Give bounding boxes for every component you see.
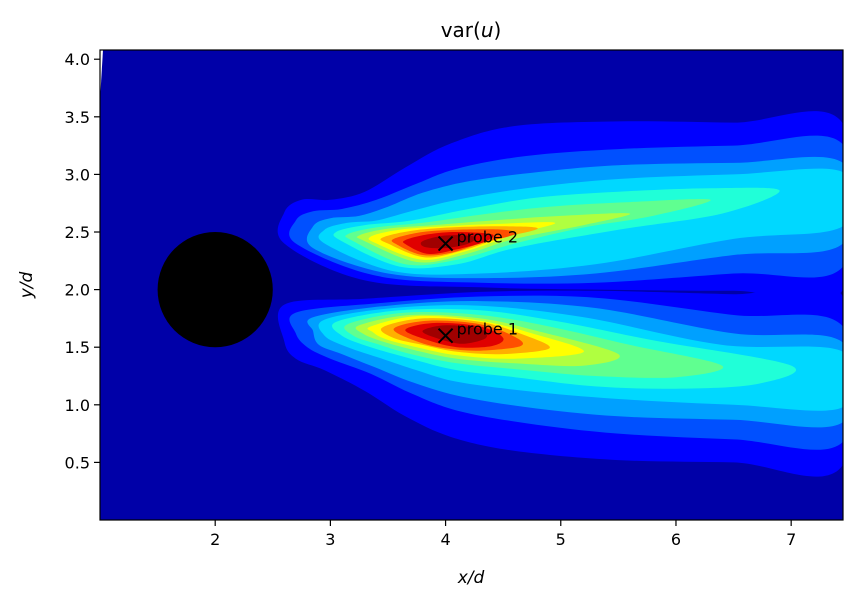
y-tick-label: 2.5 [65, 223, 90, 242]
probe-2-label: probe 2 [457, 228, 518, 247]
plot-frame [99, 49, 844, 521]
probe-1-label: probe 1 [457, 320, 518, 339]
probe-1-marker [437, 327, 454, 344]
y-axis-label: y/d [17, 272, 37, 300]
contour-fill [277, 111, 843, 477]
y-tick-label: 2.0 [65, 281, 90, 300]
chart-title: var(u) [441, 18, 502, 42]
y-tick-label: 3.5 [65, 108, 90, 127]
y-tick-label: 4.0 [65, 50, 90, 69]
cylinder [157, 232, 273, 348]
y-axis-ticks: 0.5 1.0 1.5 2.0 2.5 3.0 3.5 4.0 [65, 50, 100, 472]
x-axis-label: x/d [457, 568, 485, 588]
plot-area: probe 1 probe 2 [100, 50, 843, 520]
y-tick-label: 0.5 [65, 453, 90, 472]
x-tick-label: 4 [440, 530, 450, 549]
x-axis-ticks: 2 3 4 5 6 7 [210, 520, 796, 549]
y-tick-label: 1.5 [65, 338, 90, 357]
probe-2-marker [437, 235, 454, 252]
probe-markers: probe 1 probe 2 [437, 228, 518, 344]
y-tick-label: 3.0 [65, 165, 90, 184]
x-tick-label: 3 [325, 530, 335, 549]
y-tick-label: 1.0 [65, 396, 90, 415]
x-tick-label: 6 [671, 530, 681, 549]
x-tick-label: 7 [786, 530, 796, 549]
x-tick-label: 2 [210, 530, 220, 549]
x-tick-label: 5 [556, 530, 566, 549]
